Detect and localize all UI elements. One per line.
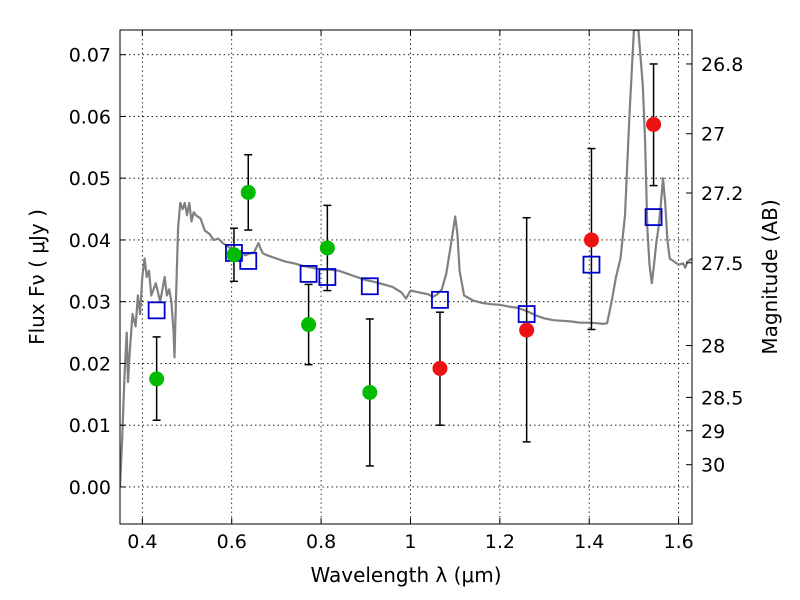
x-tick-label: 0.4 <box>127 531 157 553</box>
model-box <box>147 301 166 320</box>
right-axis-ticks: 26.8 27 27.2 27.5 28 28.5 29 30 <box>686 54 743 477</box>
green-point <box>149 371 165 387</box>
green-point <box>319 240 335 256</box>
red-point <box>432 360 448 376</box>
right-tick-label: 27.2 <box>701 183 743 205</box>
model-box <box>318 268 337 286</box>
x-axis-ticks: 0.4 0.6 0.8 1 1.2 1.4 1.6 <box>127 30 694 553</box>
model-box <box>360 277 379 296</box>
green-point <box>240 184 256 200</box>
y-tick-label: 0.01 <box>69 415 111 437</box>
red-point <box>646 116 662 132</box>
right-tick-label: 27.5 <box>701 253 743 275</box>
red-point <box>519 322 535 338</box>
x-tick-label: 1 <box>404 531 416 553</box>
x-tick-label: 0.6 <box>217 531 247 553</box>
y-tick-label: 0.00 <box>69 477 111 499</box>
right-tick-label: 29 <box>701 421 725 443</box>
model-box-layer <box>147 208 663 323</box>
errorbar-layer <box>152 63 658 467</box>
x-tick-label: 1.2 <box>485 531 515 553</box>
green-point <box>226 247 242 263</box>
y-tick-label: 0.06 <box>69 106 111 128</box>
y-tick-label: 0.02 <box>69 353 111 375</box>
y-axis-label: Flux Fν ( μJy ) <box>25 209 49 345</box>
grid-lines <box>120 30 692 524</box>
model-box <box>582 255 601 274</box>
right-axis-label: Magnitude (AB) <box>758 199 782 354</box>
model-box <box>299 265 318 283</box>
right-tick-label: 28.5 <box>701 387 743 409</box>
right-tick-label: 30 <box>701 455 725 477</box>
y-tick-label: 0.05 <box>69 168 111 190</box>
y-tick-label: 0.04 <box>69 230 111 252</box>
green-point <box>362 384 378 400</box>
right-tick-label: 27 <box>701 124 725 146</box>
spectrum-line <box>120 30 692 487</box>
model-box <box>517 305 536 323</box>
model-box <box>644 208 663 227</box>
x-axis-label: Wavelength λ (μm) <box>310 563 501 587</box>
green-point <box>301 317 317 333</box>
y-tick-label: 0.07 <box>69 45 111 67</box>
right-tick-label: 26.8 <box>701 54 743 76</box>
x-tick-label: 1.4 <box>574 531 604 553</box>
right-tick-label: 28 <box>701 336 725 358</box>
model-box <box>431 290 449 309</box>
spectrum-layer <box>120 30 692 487</box>
point-layer <box>149 116 662 400</box>
y-tick-label: 0.03 <box>69 292 111 314</box>
y-axis-ticks: 0.00 0.01 0.02 0.03 0.04 0.05 0.06 0.07 <box>69 45 126 499</box>
model-box <box>239 252 258 270</box>
x-tick-label: 1.6 <box>663 531 693 553</box>
plot-frame <box>119 29 693 525</box>
x-tick-label: 0.8 <box>306 531 336 553</box>
red-point <box>583 232 599 248</box>
